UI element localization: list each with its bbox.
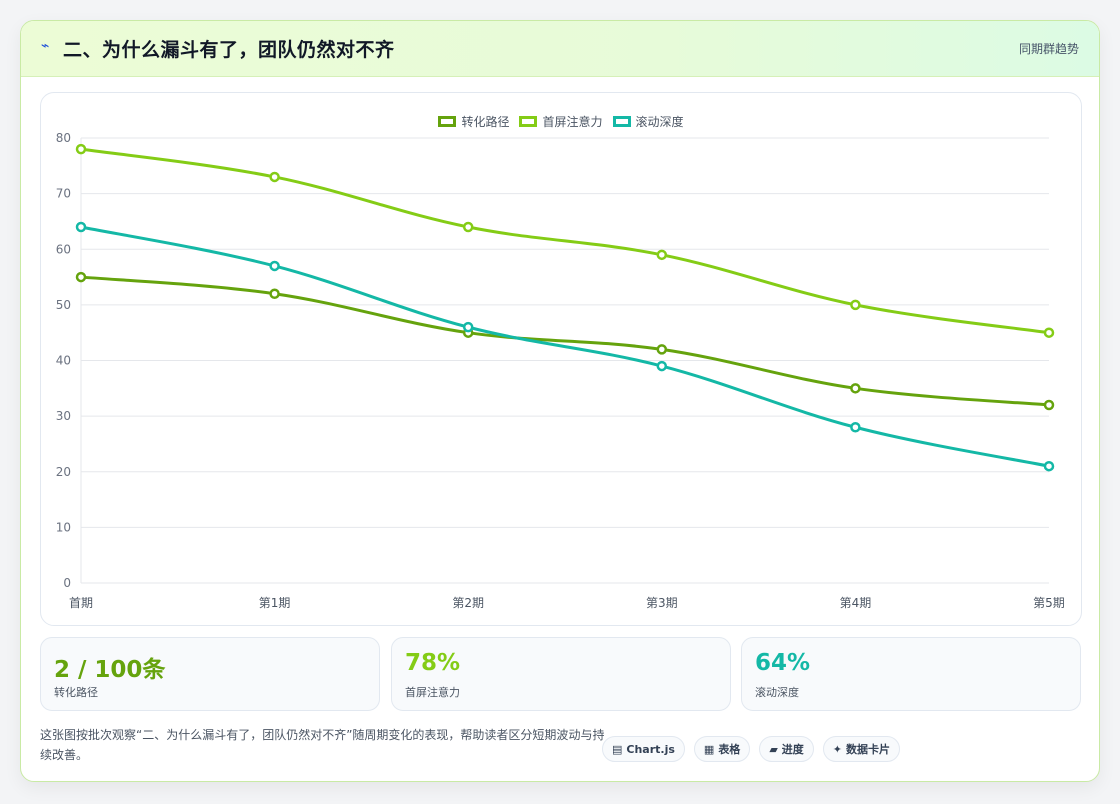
x-tick-label: 第5期 bbox=[1033, 596, 1065, 610]
kpi-value: 64% bbox=[755, 650, 811, 676]
legend-swatch bbox=[519, 116, 538, 127]
data-point bbox=[850, 383, 861, 394]
line-chart-container: 转化路径 首屏注意力 滚动深度 0 10 20 30 40 50 60 70 80 首期 第1期 第2期 第… bbox=[40, 92, 1082, 626]
line-chart: 0 10 20 30 40 50 60 70 80 首期 第1期 第2期 第3期 第4期 第5期 bbox=[56, 131, 1065, 610]
y-tick-label: 0 bbox=[63, 576, 71, 590]
series-line-1 bbox=[80, 147, 1050, 335]
kpi-label: 首屏注意力 bbox=[405, 686, 460, 699]
data-point bbox=[1043, 460, 1055, 472]
legend-swatch bbox=[438, 116, 457, 127]
data-point bbox=[656, 249, 668, 261]
x-tick-label: 第4期 bbox=[840, 596, 872, 610]
tag-label: 表格 bbox=[718, 743, 741, 756]
x-tick-label: 第3期 bbox=[646, 596, 678, 610]
data-point bbox=[462, 221, 474, 233]
y-tick-label: 60 bbox=[56, 242, 71, 256]
tag-label: Chart.js bbox=[626, 742, 675, 756]
tag-label: 数据卡片 bbox=[846, 743, 890, 756]
kpi-label: 转化路径 bbox=[54, 686, 98, 699]
legend-swatch bbox=[612, 116, 631, 127]
legend-item[interactable]: 首屏注意力 bbox=[519, 113, 603, 130]
y-tick-label: 20 bbox=[56, 465, 71, 479]
kpi-card-first-screen: 78% 首屏注意力 bbox=[391, 637, 731, 711]
data-point bbox=[269, 171, 280, 183]
card-title: 二、为什么漏斗有了，团队仍然对不齐 bbox=[63, 39, 395, 61]
y-tick-label: 70 bbox=[56, 187, 71, 201]
legend-label: 转化路径 bbox=[461, 115, 510, 129]
tag-data-card[interactable]: ✦ 数据卡片 bbox=[822, 736, 900, 762]
chart-legend: 转化路径 首屏注意力 滚动深度 bbox=[41, 113, 1081, 130]
kpi-label: 滚动深度 bbox=[755, 686, 799, 699]
chart-description: 这张图按批次观察“二、为什么漏斗有了，团队仍然对不齐”随周期变化的表现，帮助读者… bbox=[40, 728, 605, 762]
data-point bbox=[462, 321, 474, 333]
kpi-value: 2 / 100条 bbox=[54, 657, 166, 683]
cohort-trend-link[interactable]: 同期群趋势 bbox=[1018, 42, 1079, 56]
data-point bbox=[656, 344, 668, 355]
y-tick-label: 10 bbox=[56, 520, 71, 534]
series-line-2 bbox=[80, 225, 1050, 468]
legend-label: 滚动深度 bbox=[635, 115, 684, 129]
data-point bbox=[75, 143, 87, 155]
chart-icon: ▤ bbox=[611, 742, 623, 756]
tag-chartjs[interactable]: ▤ Chart.js bbox=[601, 736, 685, 762]
legend-item[interactable]: 转化路径 bbox=[438, 113, 509, 130]
y-tick-label: 40 bbox=[56, 354, 71, 368]
data-point bbox=[1043, 399, 1055, 411]
progress-icon: ▰ bbox=[769, 742, 778, 756]
data-point bbox=[269, 260, 280, 272]
data-point bbox=[1043, 327, 1055, 338]
table-icon: ▦ bbox=[703, 742, 715, 756]
kpi-card-conversion: 2 / 100条 转化路径 bbox=[40, 637, 380, 711]
y-tick-label: 80 bbox=[56, 131, 71, 145]
data-point bbox=[269, 288, 280, 299]
y-tick-label: 30 bbox=[56, 409, 71, 423]
y-tick-label: 50 bbox=[56, 298, 71, 312]
legend-item[interactable]: 滚动深度 bbox=[612, 113, 684, 130]
tag-label: 进度 bbox=[781, 743, 804, 756]
x-tick-label: 第2期 bbox=[452, 596, 484, 610]
x-tick-label: 第1期 bbox=[259, 596, 291, 610]
kpi-card-scroll-depth: 64% 滚动深度 bbox=[741, 637, 1081, 711]
tag-table[interactable]: ▦ 表格 bbox=[693, 736, 751, 762]
data-point bbox=[850, 299, 861, 311]
sparkle-icon: ✦ bbox=[832, 742, 842, 756]
x-tick-label: 首期 bbox=[69, 596, 93, 610]
series-line-0 bbox=[80, 275, 1050, 407]
tag-progress[interactable]: ▰ 进度 bbox=[759, 736, 814, 762]
card-header: ⌁ 二、为什么漏斗有了，团队仍然对不齐 同期群趋势 bbox=[21, 21, 1099, 77]
data-point bbox=[75, 221, 87, 233]
data-point bbox=[850, 422, 861, 433]
legend-label: 首屏注意力 bbox=[542, 115, 603, 129]
data-point bbox=[656, 360, 668, 372]
tag-list: ▤ Chart.js ▦ 表格 ▰ 进度 ✦ 数据卡片 bbox=[601, 736, 900, 762]
chart-card: ⌁ 二、为什么漏斗有了，团队仍然对不齐 同期群趋势 转化路径 首屏注意力 滚动深度 … bbox=[20, 20, 1100, 782]
trend-icon: ⌁ bbox=[41, 38, 50, 54]
data-point bbox=[75, 271, 87, 283]
kpi-value: 78% bbox=[405, 650, 461, 676]
